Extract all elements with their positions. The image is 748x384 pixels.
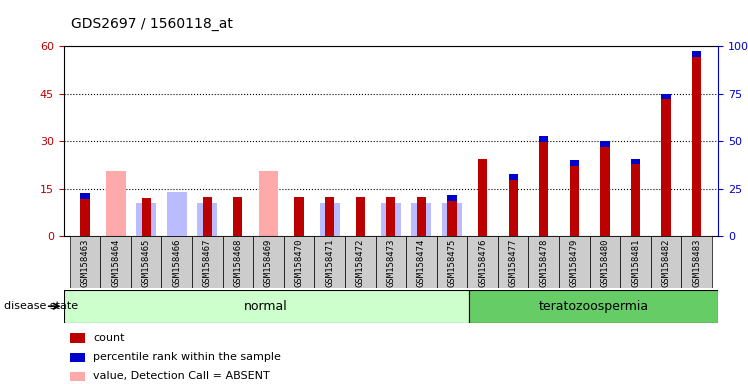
Text: GSM158479: GSM158479 [570, 239, 579, 287]
Bar [70, 372, 85, 381]
Bar [417, 197, 426, 236]
Bar [692, 51, 702, 236]
Text: GSM158471: GSM158471 [325, 239, 334, 287]
Bar [70, 236, 100, 288]
Bar [442, 203, 462, 236]
Bar [692, 51, 702, 56]
Bar [80, 194, 90, 199]
Bar [141, 198, 151, 236]
Bar [162, 236, 192, 288]
Bar [539, 136, 548, 236]
Text: GSM158478: GSM158478 [539, 239, 548, 287]
Bar [375, 236, 406, 288]
Bar [631, 159, 640, 164]
Bar [192, 236, 223, 288]
Text: GSM158482: GSM158482 [661, 239, 671, 287]
Text: GSM158467: GSM158467 [203, 239, 212, 287]
Bar [411, 203, 432, 236]
Bar [386, 197, 396, 236]
Text: GSM158464: GSM158464 [111, 239, 120, 287]
Bar [314, 236, 345, 288]
Bar [167, 192, 187, 236]
Bar [661, 94, 671, 236]
Bar [631, 159, 640, 236]
Text: GSM158465: GSM158465 [141, 239, 150, 287]
Bar [437, 236, 468, 288]
Bar [283, 236, 314, 288]
Bar [651, 236, 681, 288]
Bar [223, 236, 254, 288]
Text: GSM158469: GSM158469 [264, 239, 273, 287]
Text: GSM158472: GSM158472 [356, 239, 365, 287]
Bar [661, 94, 671, 99]
Text: GSM158470: GSM158470 [295, 239, 304, 287]
Bar [509, 174, 518, 180]
Bar [589, 236, 620, 288]
Bar [203, 197, 212, 236]
Bar [100, 236, 131, 288]
Text: GSM158481: GSM158481 [631, 239, 640, 287]
Text: GSM158473: GSM158473 [386, 239, 396, 287]
Text: value, Detection Call = ABSENT: value, Detection Call = ABSENT [93, 371, 270, 381]
Bar [468, 236, 498, 288]
Bar [259, 171, 278, 236]
Text: GSM158466: GSM158466 [172, 239, 181, 287]
Bar [131, 236, 162, 288]
Bar [70, 333, 85, 343]
Bar [197, 203, 217, 236]
Text: GSM158463: GSM158463 [81, 239, 90, 287]
Bar [80, 194, 90, 236]
Text: teratozoospermia: teratozoospermia [539, 300, 649, 313]
Bar [319, 203, 340, 236]
Bar [167, 209, 187, 236]
Bar [478, 159, 487, 236]
Bar [295, 197, 304, 236]
Bar [447, 195, 456, 236]
Bar [355, 197, 365, 236]
Text: GSM158483: GSM158483 [692, 239, 701, 287]
Text: percentile rank within the sample: percentile rank within the sample [93, 352, 281, 362]
Bar [570, 160, 579, 236]
Bar [601, 141, 610, 236]
Text: GSM158468: GSM158468 [233, 239, 242, 287]
Bar [528, 236, 559, 288]
Bar [345, 236, 375, 288]
Bar [681, 236, 712, 288]
Bar [559, 236, 589, 288]
Bar [447, 195, 456, 201]
Text: GSM158475: GSM158475 [447, 239, 456, 287]
Bar [498, 236, 528, 288]
Bar [406, 236, 437, 288]
Bar [233, 197, 242, 236]
Bar [136, 203, 156, 236]
Text: GSM158477: GSM158477 [509, 239, 518, 287]
Text: normal: normal [245, 300, 288, 313]
Text: GSM158474: GSM158474 [417, 239, 426, 287]
Bar [64, 290, 469, 323]
Bar [509, 174, 518, 236]
Bar [539, 136, 548, 142]
Bar [620, 236, 651, 288]
Text: count: count [93, 333, 124, 343]
Bar [570, 160, 579, 166]
Text: GSM158476: GSM158476 [478, 239, 487, 287]
Bar [469, 290, 718, 323]
Text: GDS2697 / 1560118_at: GDS2697 / 1560118_at [71, 17, 233, 31]
Bar [70, 353, 85, 362]
Text: disease state: disease state [4, 301, 78, 311]
Bar [325, 197, 334, 236]
Bar [254, 236, 283, 288]
Bar [105, 171, 126, 236]
Bar [601, 141, 610, 147]
Bar [381, 203, 401, 236]
Text: GSM158480: GSM158480 [601, 239, 610, 287]
